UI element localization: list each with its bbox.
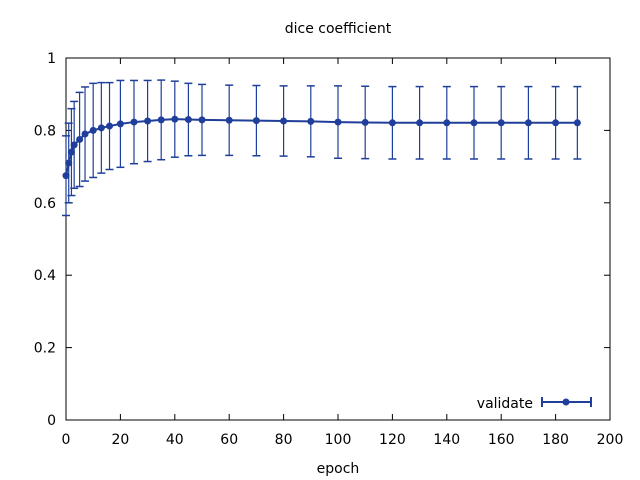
data-point [65, 159, 73, 167]
data-point [334, 118, 342, 126]
x-tick-label: 200 [597, 432, 624, 448]
data-point [106, 122, 114, 130]
data-point [81, 130, 89, 138]
x-tick-label: 0 [62, 432, 71, 448]
legend: validate [477, 396, 592, 412]
data-point [416, 119, 424, 127]
data-point [252, 117, 260, 125]
data-series [62, 79, 582, 217]
data-point [573, 119, 581, 127]
x-tick-label: 120 [379, 432, 406, 448]
data-point [116, 120, 124, 128]
y-tick-label: 1 [47, 51, 56, 67]
y-tick-label: 0.6 [34, 196, 56, 212]
data-point [552, 119, 560, 127]
data-point [497, 119, 505, 127]
y-tick-label: 0.2 [34, 341, 56, 357]
chart-title: dice coefficient [285, 21, 392, 37]
data-point [67, 148, 75, 156]
data-point [361, 118, 369, 126]
x-tick-label: 180 [542, 432, 569, 448]
x-tick-label: 140 [433, 432, 460, 448]
data-point [89, 126, 97, 134]
x-tick-label: 40 [166, 432, 184, 448]
legend-marker [562, 398, 570, 406]
data-point [157, 116, 165, 124]
data-point [144, 117, 152, 125]
x-tick-label: 100 [325, 432, 352, 448]
data-point [70, 141, 78, 149]
data-point [524, 119, 532, 127]
data-point [171, 115, 179, 123]
data-point [470, 119, 478, 127]
legend-label: validate [477, 396, 533, 412]
data-point [198, 116, 206, 124]
data-point [184, 116, 192, 124]
x-axis: 0 20 40 60 80 100 120 140 160 180 200 [62, 58, 624, 448]
data-point [62, 172, 70, 180]
x-tick-label: 60 [220, 432, 238, 448]
data-point [443, 119, 451, 127]
y-tick-label: 0.8 [34, 123, 56, 139]
y-tick-label: 0.4 [34, 268, 56, 284]
data-point [225, 116, 233, 124]
data-point [76, 135, 84, 143]
data-point [130, 118, 138, 126]
data-point [280, 117, 288, 125]
y-tick-label: 0 [47, 413, 56, 429]
data-point [97, 124, 105, 132]
x-tick-label: 160 [488, 432, 515, 448]
x-axis-label: epoch [317, 461, 360, 477]
data-point [307, 117, 315, 125]
y-axis: 0 0.2 0.4 0.6 0.8 1 [34, 51, 610, 429]
x-tick-label: 20 [111, 432, 129, 448]
x-tick-label: 80 [275, 432, 293, 448]
data-point [388, 119, 396, 127]
